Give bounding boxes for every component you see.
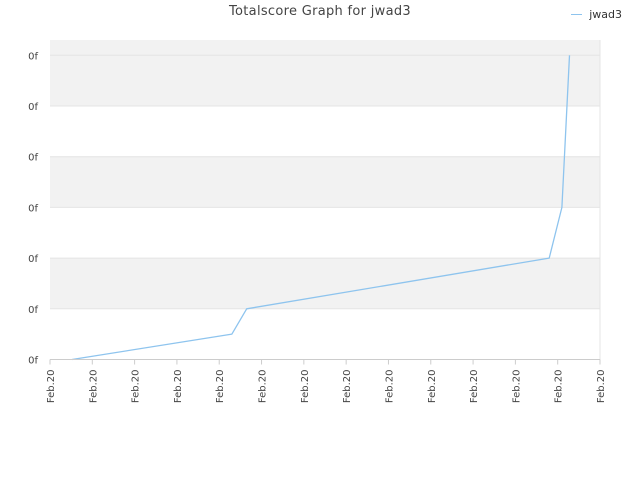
series-layer bbox=[71, 55, 571, 361]
x-tick-label: Feb.20 bbox=[384, 370, 395, 404]
plot-band bbox=[50, 55, 600, 106]
axis-layer: 0f 0f 0f 0f 0f 0f 0f Feb.20 Feb.20 Feb.20 Feb.20 Fe… bbox=[28, 51, 607, 403]
x-tick-label: Feb.20 bbox=[258, 370, 269, 404]
y-tick-label: 0f bbox=[28, 102, 38, 113]
plot-band bbox=[50, 258, 600, 309]
y-tick-label: 0f bbox=[28, 305, 38, 316]
x-tick-label: Feb.20 bbox=[88, 370, 99, 404]
y-tick-label: 0f bbox=[28, 203, 38, 214]
x-tick-label: Feb.20 bbox=[342, 370, 353, 404]
x-tick-label: Feb.20 bbox=[300, 370, 311, 404]
series-line bbox=[71, 55, 571, 361]
y-tick-label: 0f bbox=[28, 356, 38, 367]
legend-label: jwad3 bbox=[589, 8, 622, 21]
legend-swatch bbox=[571, 14, 583, 15]
x-tick-label: Feb.20 bbox=[469, 370, 480, 404]
x-tick-label: Feb.20 bbox=[596, 370, 607, 404]
y-tick-label: 0f bbox=[28, 51, 38, 62]
plot-band bbox=[50, 106, 600, 157]
plot-bands bbox=[50, 40, 600, 360]
x-tick-label: Feb.20 bbox=[215, 370, 226, 404]
plot-band bbox=[50, 40, 600, 56]
y-tick-label: 0f bbox=[28, 254, 38, 265]
chart-title: Totalscore Graph for jwad3 bbox=[229, 4, 411, 19]
x-tick-label: Feb.20 bbox=[427, 370, 438, 404]
x-tick-label: Feb.20 bbox=[46, 370, 57, 404]
x-tick-label: Feb.20 bbox=[173, 370, 184, 404]
plot-band bbox=[50, 156, 600, 208]
x-tick-label: Feb.20 bbox=[131, 370, 142, 404]
legend[interactable]: jwad3 bbox=[571, 8, 622, 21]
x-tick-label: Feb.20 bbox=[511, 370, 522, 404]
x-tick-label: Feb.20 bbox=[554, 370, 565, 404]
plot-band bbox=[50, 207, 600, 259]
y-tick-label: 0f bbox=[28, 153, 38, 164]
plot-band bbox=[50, 308, 600, 360]
